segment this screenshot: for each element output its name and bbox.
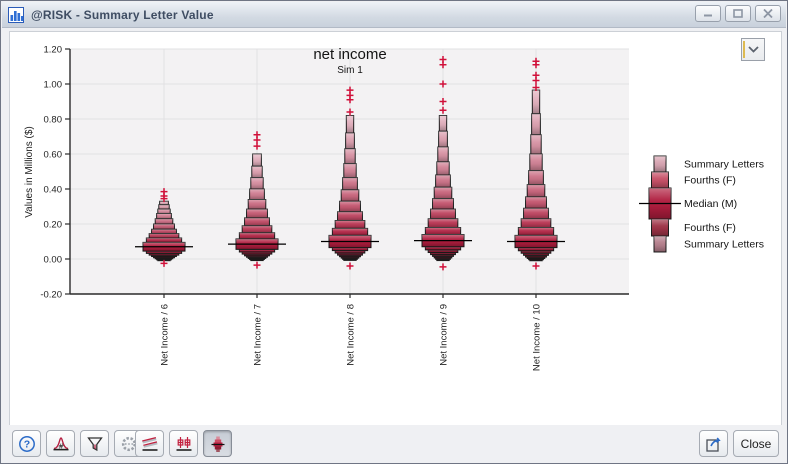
graph-options-button[interactable]: #	[46, 430, 75, 457]
toolbar-group-right: Close	[699, 430, 779, 457]
svg-text:Fourths (F): Fourths (F)	[684, 175, 736, 187]
close-button[interactable]: Close	[733, 430, 779, 457]
svg-text:Net Income / 9: Net Income / 9	[439, 304, 450, 366]
summary-letter-value-button[interactable]	[203, 430, 232, 457]
minimize-icon	[704, 14, 712, 17]
chevron-down-icon	[747, 46, 759, 53]
risk-app-icon	[8, 6, 25, 23]
letter-value-icon	[211, 436, 224, 452]
svg-text:Summary Letters: Summary Letters	[684, 239, 764, 251]
svg-text:-0.20: -0.20	[40, 290, 62, 301]
letter-value-plot-1	[135, 188, 193, 267]
svg-text:Median (M): Median (M)	[684, 198, 737, 210]
summary-trend-button[interactable]	[135, 430, 164, 457]
maximize-button[interactable]	[725, 5, 751, 22]
box-plot-icon	[176, 436, 191, 451]
close-window-button[interactable]	[755, 5, 781, 22]
svg-text:Net Income / 8: Net Income / 8	[346, 304, 357, 366]
trend-bands-icon	[141, 436, 158, 451]
svg-text:Summary Letters: Summary Letters	[684, 159, 764, 171]
window-controls	[695, 5, 781, 22]
svg-text:?: ?	[23, 438, 29, 450]
summary-box-plot-button[interactable]	[169, 430, 198, 457]
chart-panel: -0.20 0.00 0.20 0.40 0.60 0.80 1.00 1.20 net inc…	[9, 31, 782, 427]
svg-text:0.40: 0.40	[44, 185, 63, 196]
filter-button[interactable]	[80, 430, 109, 457]
svg-text:1.20: 1.20	[44, 45, 63, 56]
help-icon: ?	[18, 435, 35, 452]
dropdown-accent	[743, 41, 745, 58]
minimize-button[interactable]	[695, 5, 721, 22]
svg-text:0.80: 0.80	[44, 115, 63, 126]
svg-text:Sim 1: Sim 1	[337, 65, 363, 76]
svg-text:net income: net income	[313, 46, 386, 63]
funnel-icon	[86, 436, 103, 451]
toolbar-group-summary	[135, 430, 232, 457]
export-edit-icon	[705, 436, 721, 452]
toolbar-group-left: ? #	[12, 430, 143, 457]
svg-text:Fourths (F): Fourths (F)	[684, 222, 736, 234]
window-titlebar[interactable]: @RISK - Summary Letter Value	[2, 2, 786, 28]
svg-text:Net Income / 7: Net Income / 7	[253, 304, 264, 366]
chart-legend: Summary Letters Fourths (F) Median (M) Four…	[639, 155, 764, 253]
bottom-toolbar: ? #	[2, 425, 786, 462]
export-button[interactable]	[699, 430, 728, 457]
letter-value-plot-5	[507, 57, 565, 270]
svg-text:0.20: 0.20	[44, 220, 63, 231]
close-icon	[763, 9, 773, 18]
svg-text:#: #	[58, 442, 64, 450]
letter-value-chart: -0.20 0.00 0.20 0.40 0.60 0.80 1.00 1.20 net inc…	[24, 45, 764, 372]
help-button[interactable]: ?	[12, 430, 41, 457]
letter-value-plot-3	[321, 86, 379, 270]
gear-icon	[121, 436, 136, 451]
chart-options-dropdown[interactable]	[741, 38, 765, 61]
svg-text:0.00: 0.00	[44, 255, 63, 266]
svg-text:Net Income / 10: Net Income / 10	[532, 304, 543, 371]
letter-value-plot-4	[414, 56, 472, 271]
letter-value-plot-2	[228, 131, 286, 269]
window-title: @RISK - Summary Letter Value	[31, 7, 214, 22]
svg-text:Net Income / 6: Net Income / 6	[160, 304, 171, 366]
bell-curve-icon: #	[53, 436, 68, 450]
svg-text:Values in Millions ($): Values in Millions ($)	[24, 126, 35, 218]
svg-text:0.60: 0.60	[44, 150, 63, 161]
svg-text:1.00: 1.00	[44, 80, 63, 91]
maximize-icon	[733, 9, 743, 18]
